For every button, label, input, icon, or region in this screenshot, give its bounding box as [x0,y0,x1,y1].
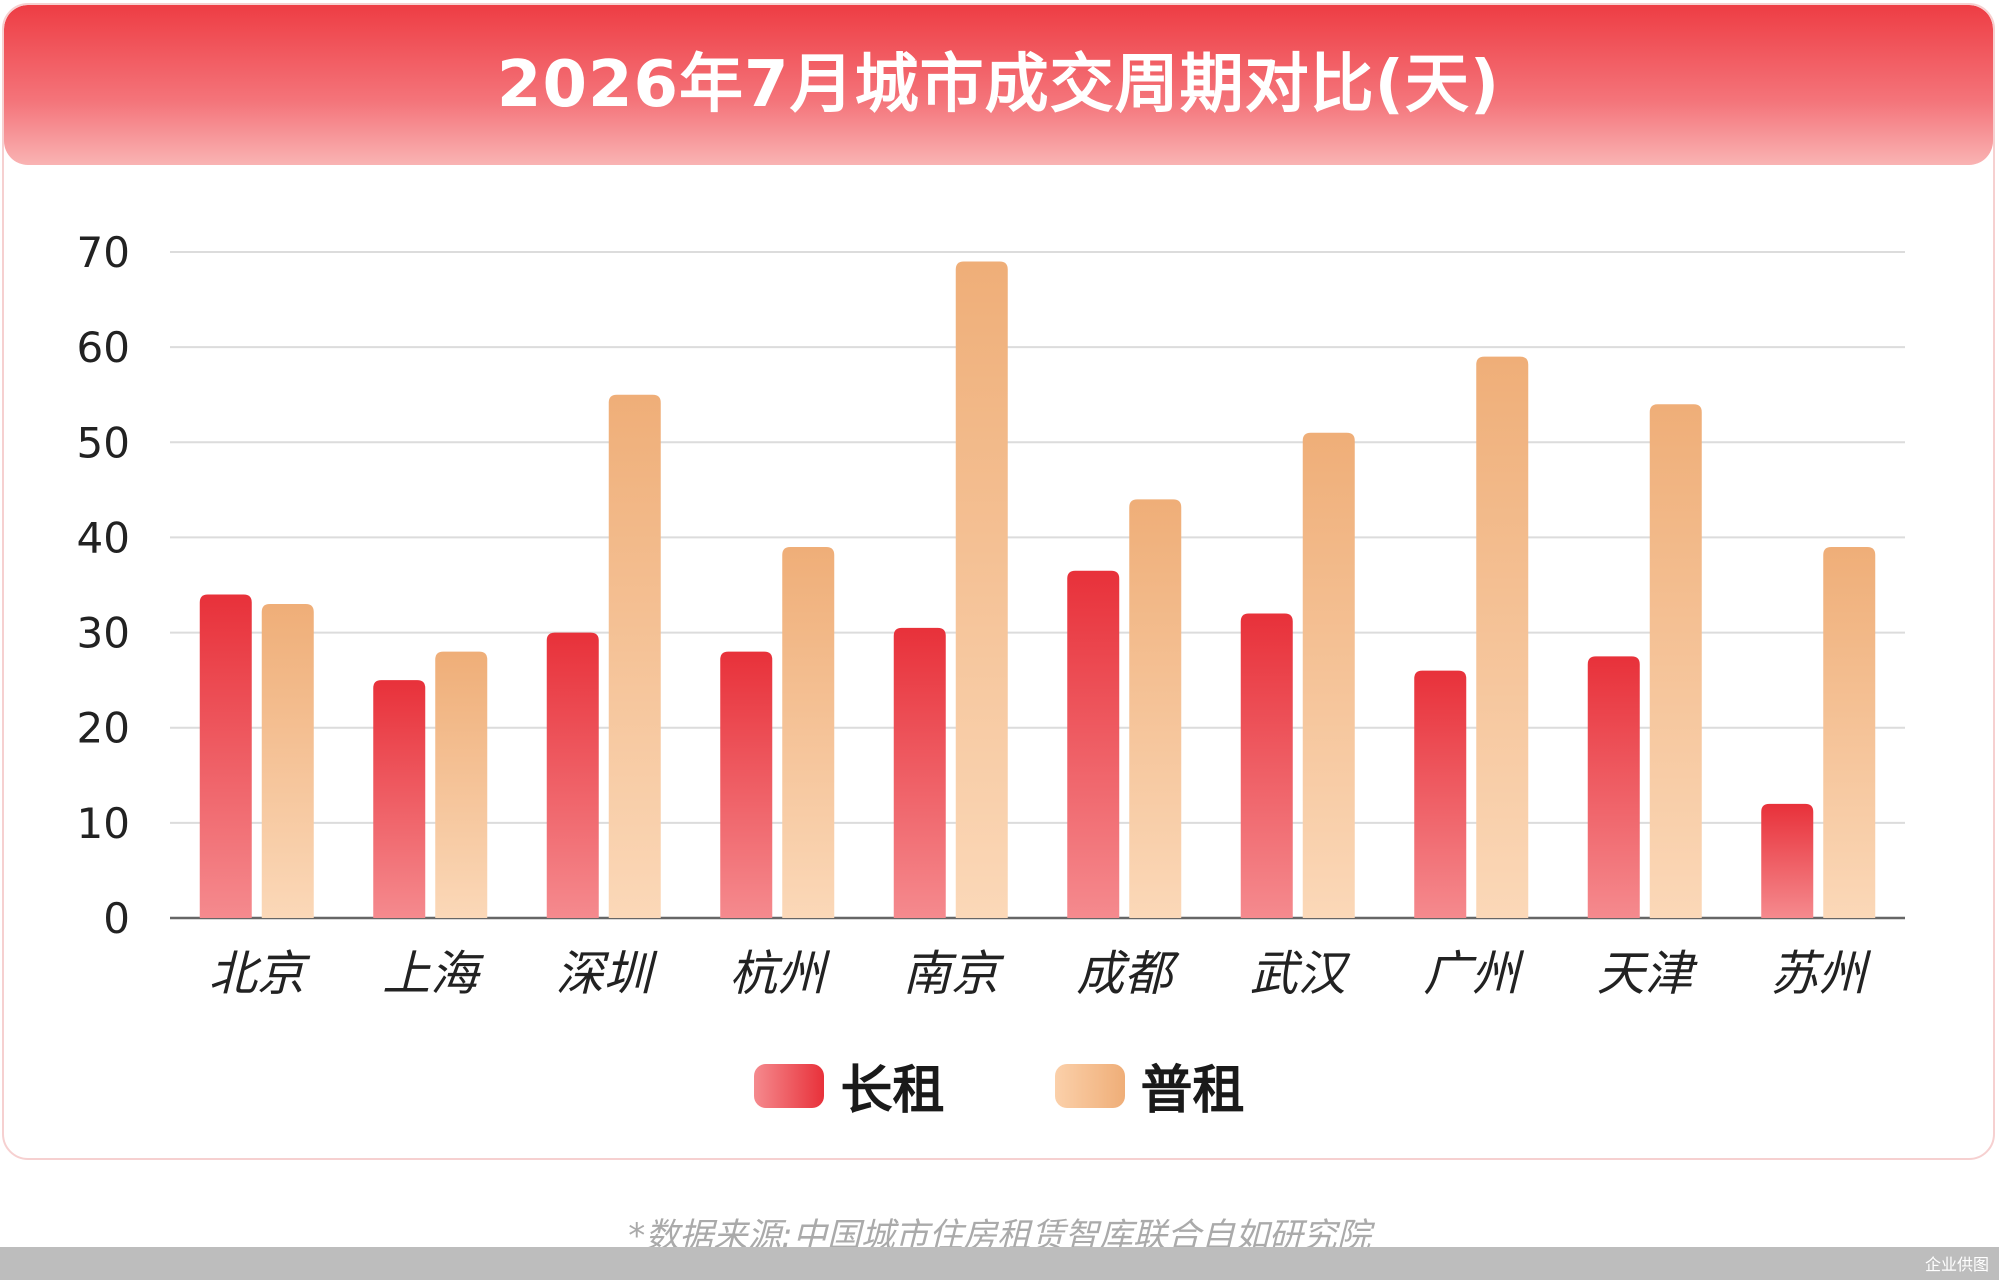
y-tick-label: 10 [77,799,130,848]
legend-label-long: 长租 [840,1061,945,1121]
bar-normal [1129,499,1182,918]
bar-long [1240,613,1293,918]
y-tick-label: 0 [103,894,130,943]
legend-swatch-long [754,1063,825,1108]
bar-normal [955,261,1008,918]
bar-chart: 0 10 20 30 40 50 60 70 北京 上海 深圳 杭州 南京 成都 武汉 广州 天津 苏州 [77,228,1905,1002]
x-tick-label: 杭州 [729,946,830,1002]
bar-normal [608,394,661,918]
bar-normal [782,546,835,918]
y-tick-label: 20 [77,704,130,753]
bar-long [1067,570,1120,918]
chart-title: 2026年7月城市成交周期对比(天) [496,48,1501,122]
bar-normal [261,604,314,918]
legend-label-normal: 普租 [1140,1061,1245,1121]
bar-long [1761,803,1814,918]
x-tick-label: 武汉 [1250,946,1351,1002]
bar-long [199,594,252,918]
bar-normal [1823,546,1876,918]
bar-long [1587,656,1640,918]
bar-normal [1302,432,1355,918]
legend-item-normal: 普租 [1054,1048,1245,1123]
y-tick-label: 50 [77,418,130,467]
legend-item-long: 长租 [754,1048,945,1123]
y-tick-label: 40 [77,513,130,562]
x-tick-label: 北京 [209,946,311,1002]
bar-normal [435,651,488,918]
watermark: 企业供图 [1924,1255,1989,1274]
y-tick-label: 70 [77,228,130,277]
y-tick-label: 30 [77,609,130,658]
x-tick-label: 苏州 [1770,946,1871,1002]
bar-normal [1476,356,1529,919]
x-tick-label: 广州 [1423,946,1524,1002]
legend-swatch-normal [1054,1063,1125,1108]
legend: 长租 普租 [0,1048,1999,1123]
bar-long [893,627,946,918]
bar-long [720,651,773,918]
x-tick-label: 天津 [1597,946,1698,1002]
x-tick-label: 成都 [1076,946,1180,1002]
bar-long [546,632,599,918]
bar-long [1414,670,1467,918]
bar-normal [1649,404,1702,918]
bar-long [373,680,426,918]
x-tick-label: 上海 [382,946,484,1002]
x-tick-label: 南京 [903,946,1005,1002]
title-banner [4,5,1993,165]
x-tick-label: 深圳 [556,946,658,1002]
footer-bar [0,1247,1999,1280]
y-tick-label: 60 [77,323,130,372]
